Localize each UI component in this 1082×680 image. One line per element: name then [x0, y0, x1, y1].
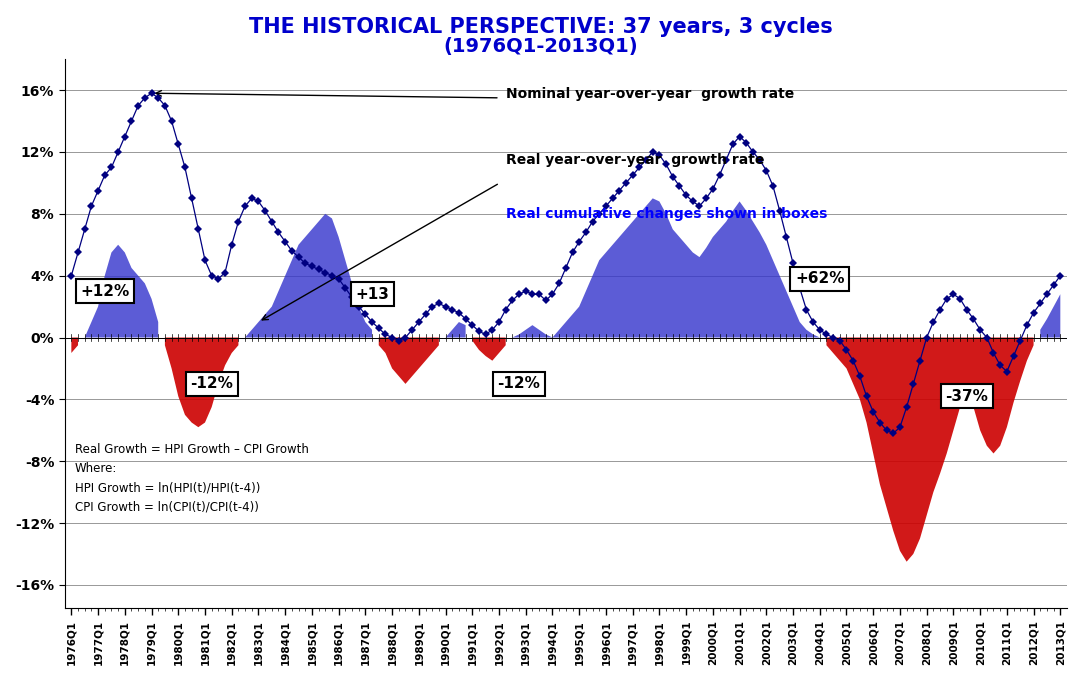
Text: +12%: +12% — [80, 284, 130, 299]
Text: Nominal year-over-year  growth rate: Nominal year-over-year growth rate — [505, 86, 794, 101]
Text: -12%: -12% — [190, 377, 233, 392]
Text: Real cumulative changes shown in boxes: Real cumulative changes shown in boxes — [505, 207, 827, 222]
Text: +62%: +62% — [795, 271, 845, 286]
Text: -12%: -12% — [498, 377, 541, 392]
Text: Real Growth = HPI Growth – CPI Growth
Where:
HPI Growth = ln(HPI(t)/HPI(t-4))
CP: Real Growth = HPI Growth – CPI Growth Wh… — [75, 443, 308, 513]
Text: (1976Q1-2013Q1): (1976Q1-2013Q1) — [444, 37, 638, 56]
Text: THE HISTORICAL PERSPECTIVE: 37 years, 3 cycles: THE HISTORICAL PERSPECTIVE: 37 years, 3 … — [249, 17, 833, 37]
Text: -37%: -37% — [946, 389, 988, 404]
Text: Real year-over-year  growth rate: Real year-over-year growth rate — [505, 152, 764, 167]
Text: +13: +13 — [355, 287, 390, 302]
